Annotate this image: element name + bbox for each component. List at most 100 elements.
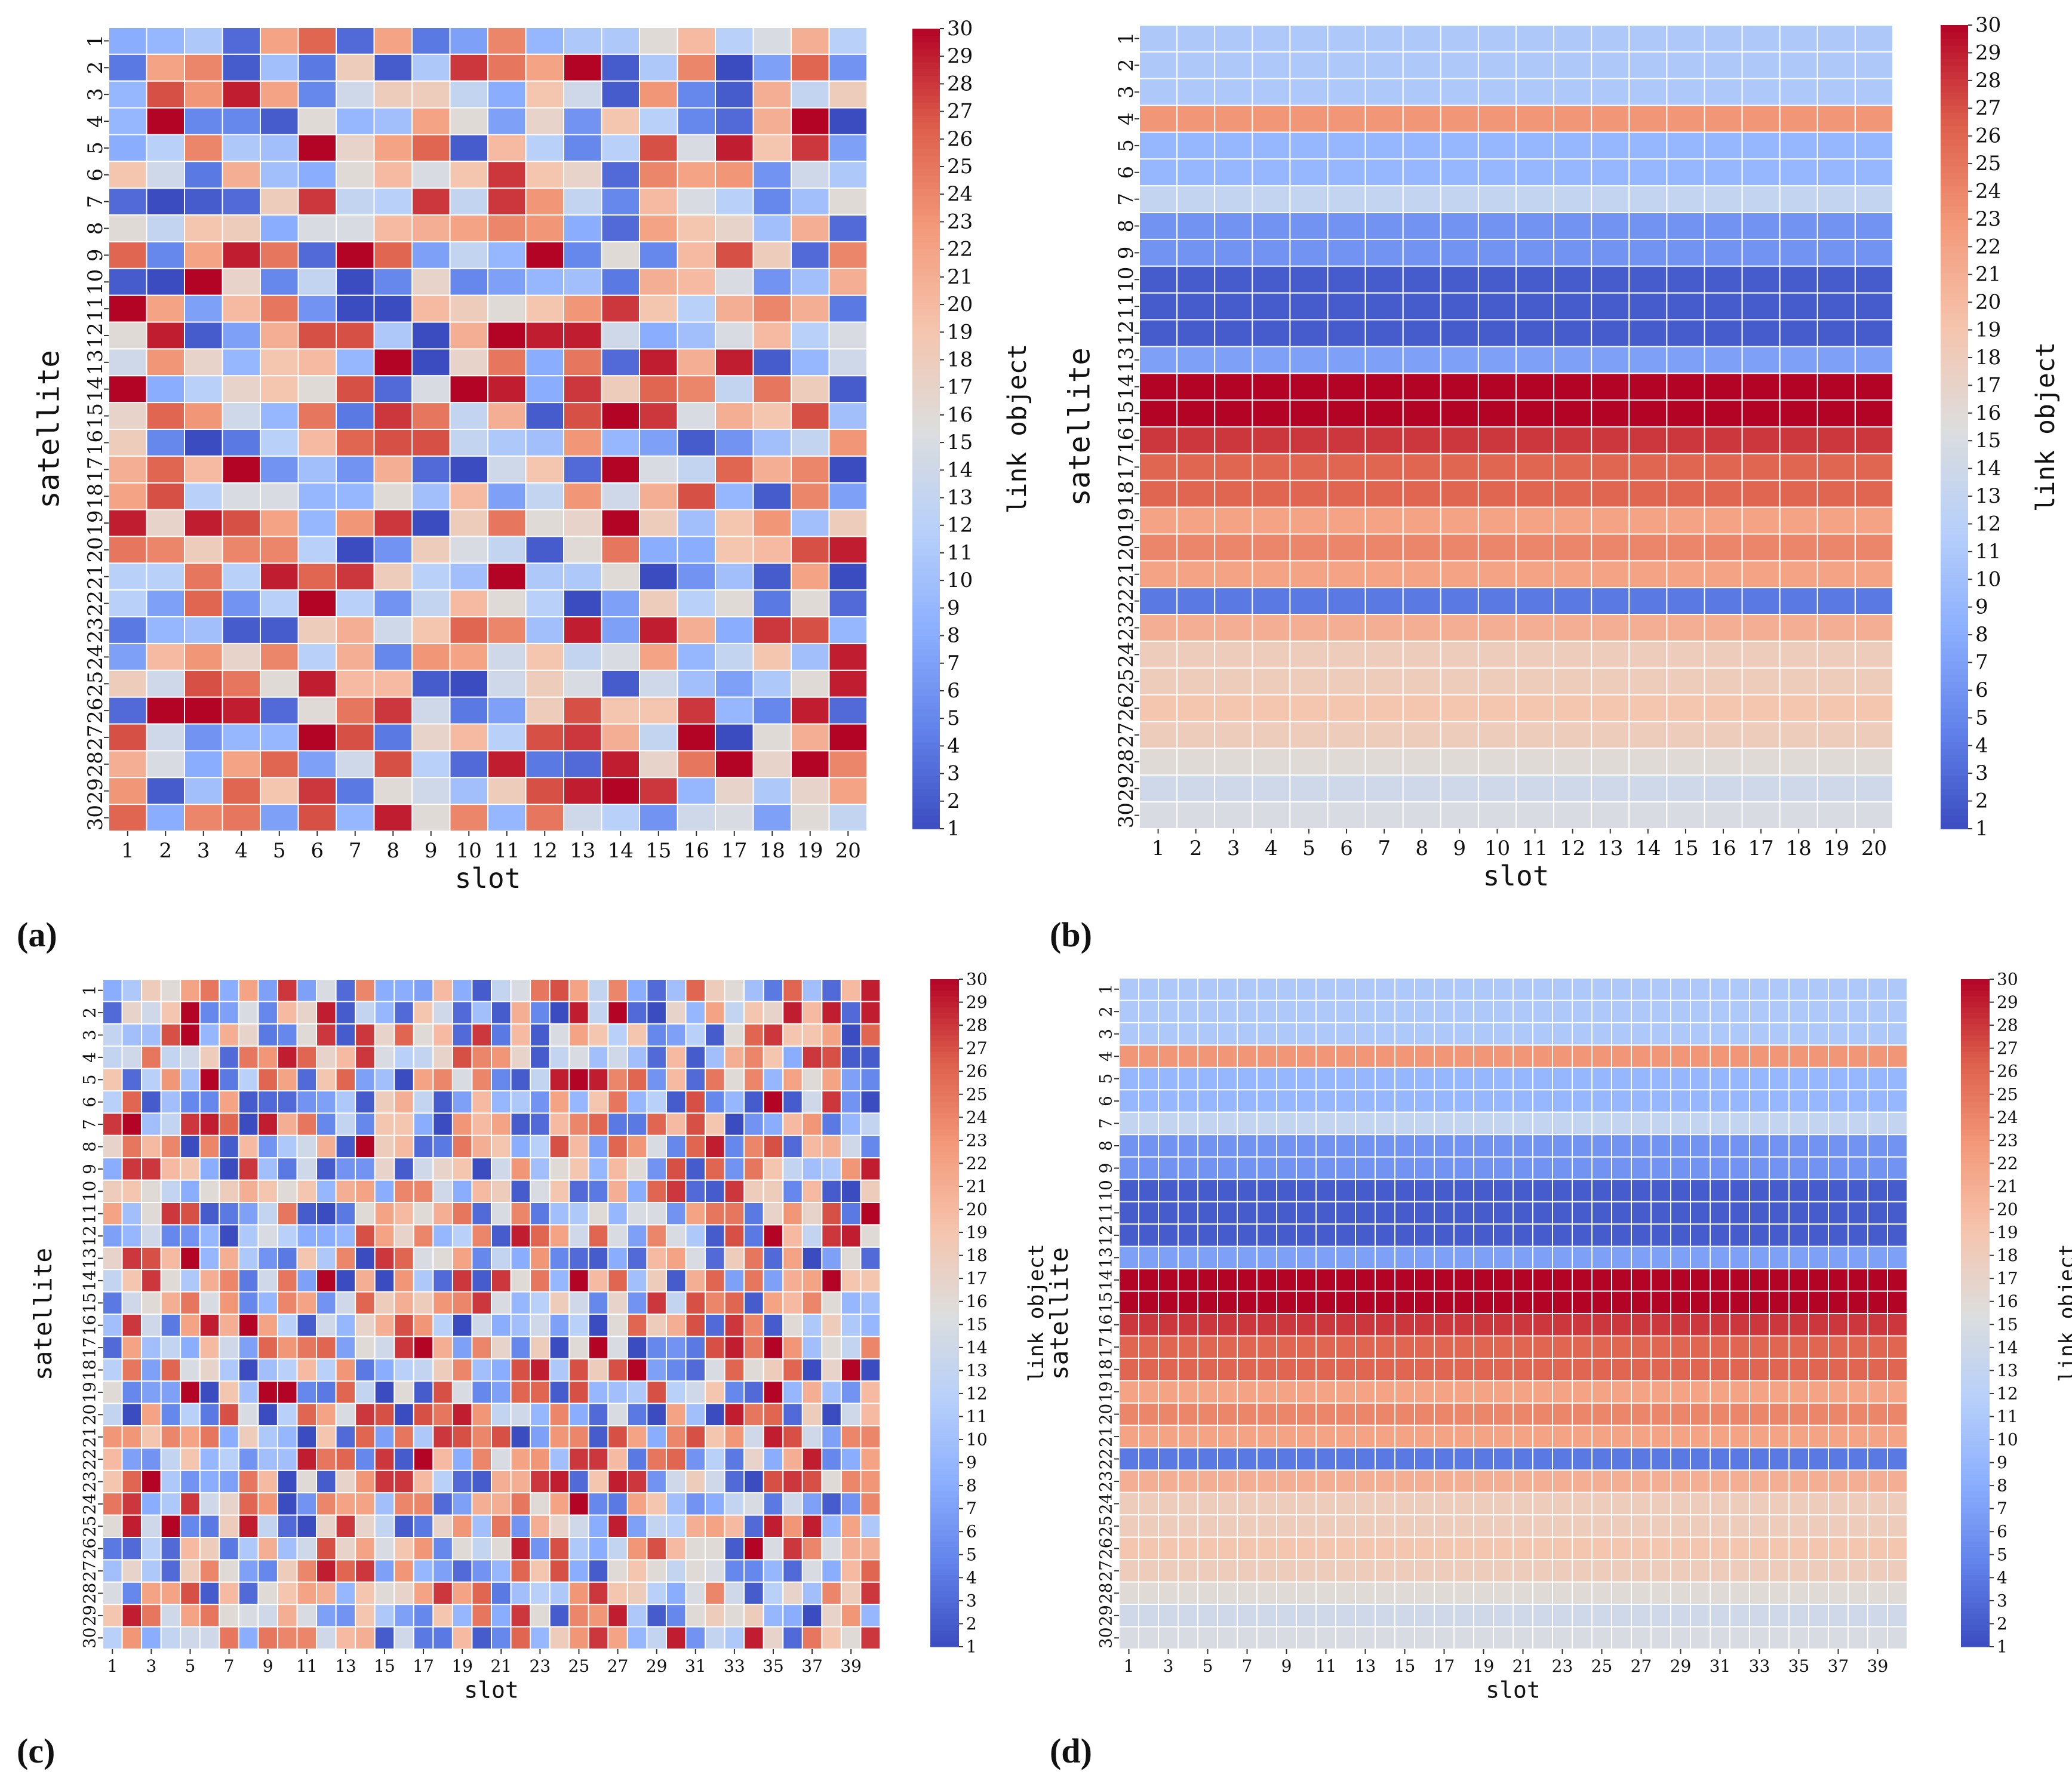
x-tick-label: 3 — [1163, 1656, 1174, 1676]
heatmap-cell — [801, 1604, 823, 1628]
colorbar-segment — [1961, 1463, 1990, 1469]
colorbar-segment — [912, 368, 940, 376]
heatmap-cell — [715, 53, 754, 82]
heatmap-cell — [222, 161, 261, 189]
heatmap-cell — [1788, 1223, 1809, 1247]
heatmap-cell — [1553, 801, 1593, 830]
heatmap-cell — [1327, 158, 1366, 187]
heatmap-cell — [373, 723, 413, 752]
colorbar-segment — [1961, 1524, 1990, 1531]
heatmap-cell — [1118, 977, 1139, 1001]
heatmap-cell — [1591, 1290, 1612, 1315]
heatmap-cell — [257, 1314, 278, 1337]
heatmap-cell — [1118, 1044, 1139, 1068]
colorbar-segment — [1961, 1563, 1990, 1570]
heatmap-cell — [1553, 694, 1593, 722]
heatmap-cell — [1779, 319, 1818, 347]
colorbar-segment — [1961, 1068, 1990, 1075]
y-tick-label: 17 — [84, 457, 107, 482]
heatmap-cell — [238, 1537, 259, 1561]
heatmap-cell — [1315, 1201, 1336, 1225]
heatmap-cell — [639, 616, 678, 644]
heatmap-cell — [1394, 1402, 1415, 1426]
heatmap-cell — [1217, 999, 1238, 1023]
heatmap-cell — [743, 1246, 764, 1271]
heatmap-cell — [791, 187, 830, 216]
heatmap-cell — [1276, 1245, 1297, 1270]
heatmap-cell — [1650, 1335, 1671, 1359]
y-tick-label: 30 — [1114, 802, 1138, 828]
heatmap-cell — [487, 589, 527, 618]
heatmap-cell — [260, 267, 299, 296]
heatmap-cell — [549, 1559, 570, 1583]
heatmap-cell — [1769, 1491, 1790, 1516]
heatmap-cell — [219, 1403, 239, 1427]
heatmap-cell — [180, 979, 201, 1002]
heatmap-cell — [1741, 801, 1781, 830]
heatmap-cell — [1289, 453, 1329, 481]
heatmap-cell — [677, 777, 716, 805]
heatmap-cell — [1493, 977, 1514, 1001]
heatmap-cell — [782, 1246, 803, 1271]
heatmap-cell — [1532, 1245, 1553, 1270]
heatmap-cell — [487, 267, 527, 296]
heatmap-cell — [1237, 1268, 1258, 1292]
heatmap-cell — [1477, 640, 1517, 669]
heatmap-cell — [432, 1559, 453, 1583]
heatmap-cell — [1289, 265, 1329, 294]
colorbar-segment — [930, 1023, 959, 1030]
colorbar-segment — [912, 255, 940, 263]
heatmap-cell — [1628, 533, 1668, 562]
heatmap-cell — [1808, 1536, 1829, 1561]
x-tick-label: 31 — [685, 1656, 706, 1676]
heatmap-panel-b: 1 2 3 4 5 6 7 8 9 10 11 12 13 14 15 16 17 18 19 20123456789… — [1050, 13, 2061, 954]
colorbar-segment — [1941, 85, 1968, 93]
heatmap-cell — [1591, 1514, 1612, 1538]
heatmap-cell — [1256, 1581, 1277, 1606]
heatmap-cell — [646, 1090, 667, 1114]
x-tick-label: 18 — [1786, 836, 1812, 860]
heatmap-cell — [1214, 721, 1253, 749]
heatmap-cell — [801, 1403, 823, 1427]
heatmap-cell — [782, 1358, 803, 1382]
heatmap-cell — [449, 375, 488, 404]
colorbar-segment — [912, 648, 940, 656]
heatmap-cell — [1710, 1066, 1730, 1091]
heatmap-cell — [840, 1023, 862, 1047]
heatmap-cell — [525, 241, 564, 269]
heatmap-cell — [180, 1469, 201, 1494]
heatmap-cell — [646, 1314, 667, 1337]
heatmap-cell — [1473, 1469, 1494, 1493]
heatmap-cell — [588, 1068, 609, 1091]
heatmap-cell — [568, 1514, 589, 1539]
heatmap-cell — [1252, 131, 1291, 160]
heatmap-cell — [1327, 801, 1366, 830]
colorbar-segment — [912, 669, 940, 676]
heatmap-cell — [1402, 319, 1441, 347]
heatmap-cell — [510, 1336, 531, 1360]
y-tick-label: 20 — [1114, 534, 1138, 560]
heatmap-cell — [752, 696, 792, 725]
heatmap-cell — [1670, 1626, 1691, 1650]
heatmap-cell — [626, 1559, 648, 1583]
heatmap-cell — [355, 1179, 376, 1203]
heatmap-cell — [1779, 748, 1818, 776]
heatmap-cell — [199, 1447, 220, 1471]
heatmap-cell — [1414, 1245, 1435, 1270]
heatmap-cell — [743, 1202, 764, 1226]
colorbar-segment — [1941, 668, 1968, 675]
heatmap-cell — [1552, 1425, 1573, 1448]
heatmap-cell — [219, 1090, 239, 1114]
heatmap-cell — [1296, 1245, 1317, 1270]
heatmap-cell — [1402, 667, 1441, 696]
heatmap-cell — [1139, 774, 1178, 803]
heatmap-cell — [296, 1314, 318, 1337]
heatmap-cell — [685, 1314, 706, 1337]
heatmap-cell — [335, 1514, 356, 1539]
heatmap-cell — [1854, 158, 1893, 187]
x-tick-label: 5 — [185, 1656, 196, 1676]
heatmap-cell — [1355, 1313, 1376, 1337]
heatmap-cell — [1217, 1290, 1238, 1315]
heatmap-cell — [355, 1269, 376, 1293]
heatmap-cell — [1666, 667, 1705, 696]
